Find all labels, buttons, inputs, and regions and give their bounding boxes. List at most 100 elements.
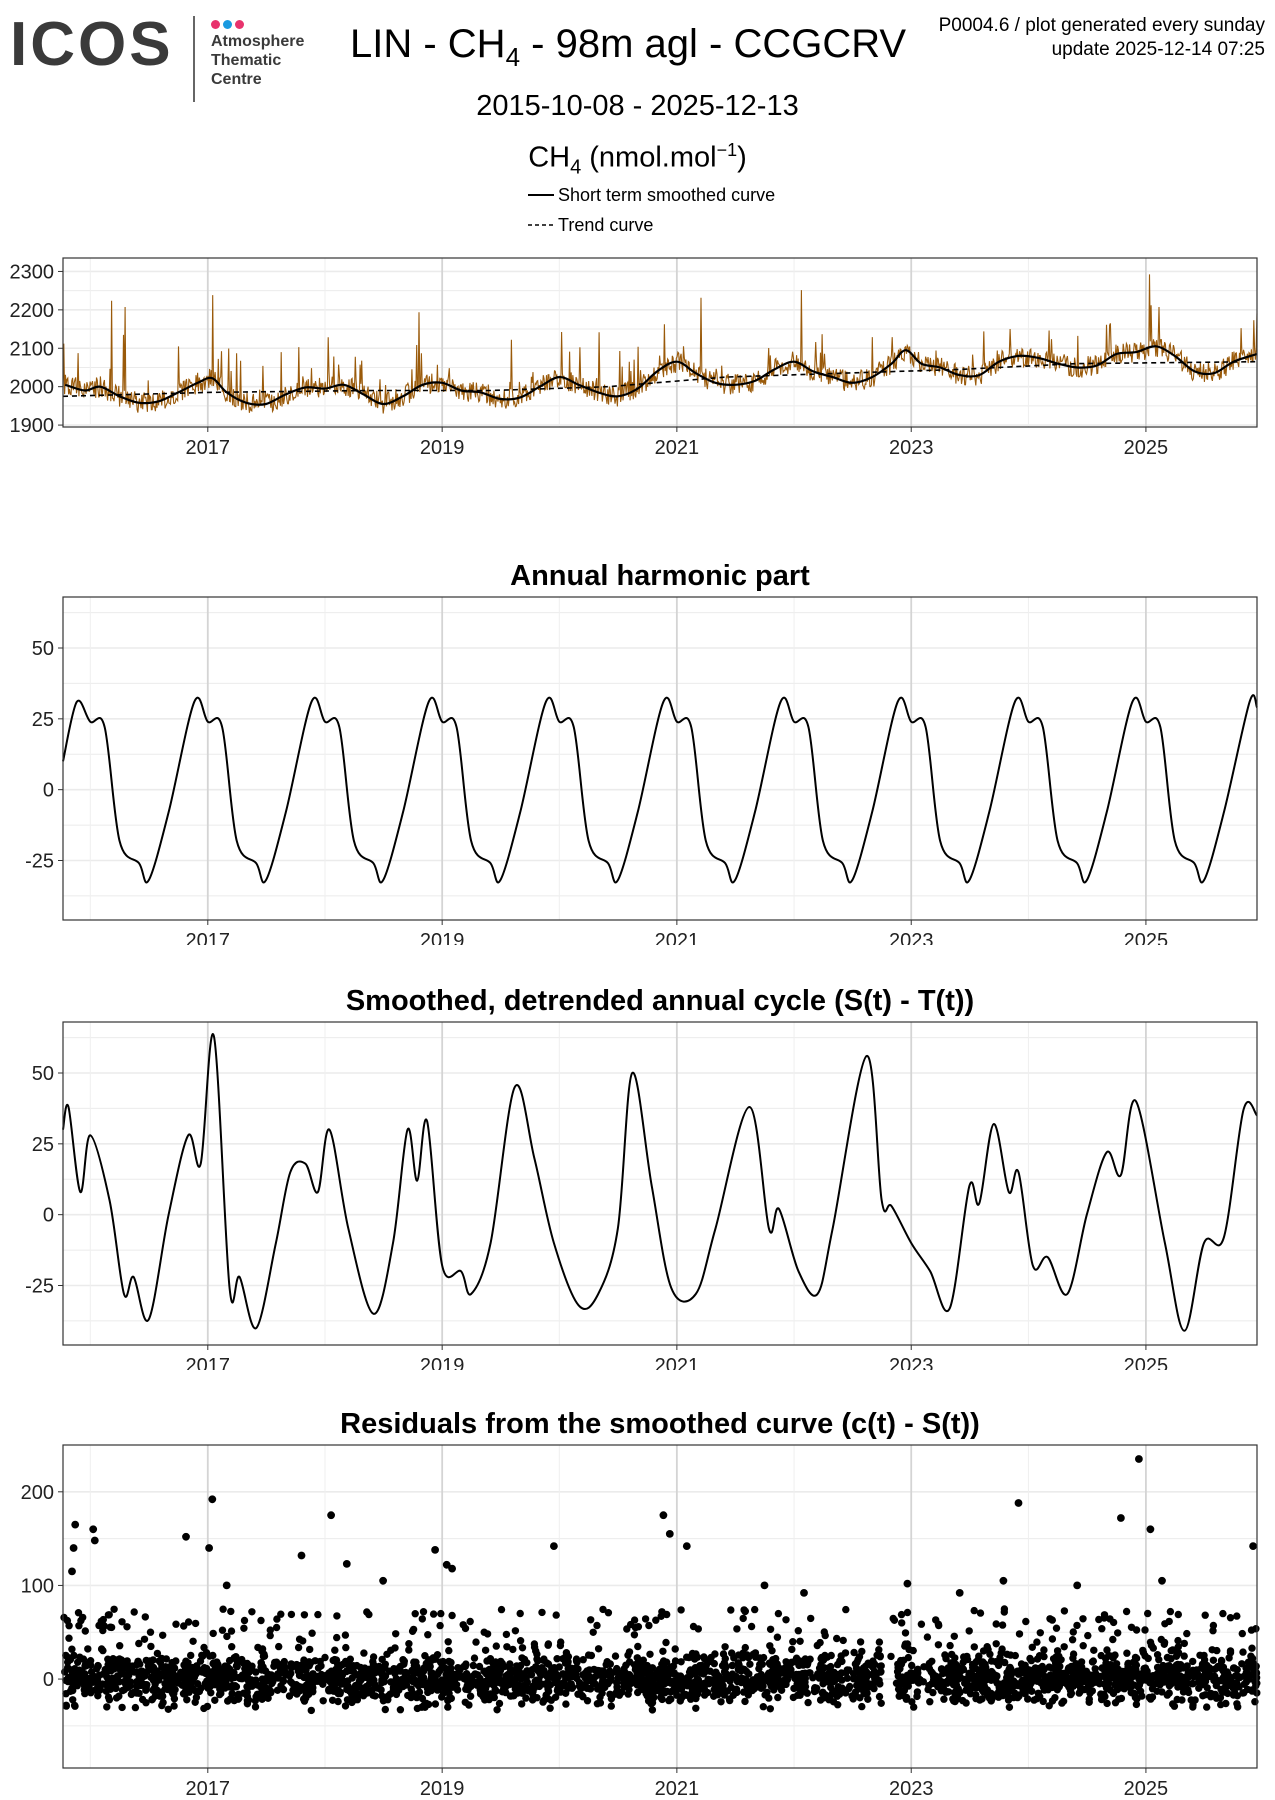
residual-point [530, 1640, 539, 1648]
residual-point [834, 1670, 843, 1679]
residual-outlier-point [1135, 1455, 1143, 1463]
residual-point [982, 1663, 990, 1672]
residual-point [599, 1676, 607, 1685]
residual-point [986, 1650, 994, 1658]
residual-point [693, 1653, 702, 1661]
residual-point [1014, 1670, 1023, 1678]
residual-point [535, 1682, 544, 1691]
residual-point [587, 1651, 596, 1660]
residual-point [438, 1693, 446, 1701]
residual-point [360, 1649, 368, 1657]
residual-point [841, 1689, 850, 1697]
residual-point [877, 1662, 885, 1670]
residual-point [983, 1643, 991, 1651]
residual-point [266, 1626, 274, 1634]
legend-label-smooth: Short term smoothed curve [558, 184, 776, 205]
residual-point [567, 1682, 575, 1691]
residual-point [657, 1687, 666, 1696]
y-tick-label: 2100 [10, 338, 55, 360]
residual-point [407, 1693, 415, 1702]
residual-point [447, 1679, 455, 1687]
residual-outlier-point [955, 1589, 964, 1597]
residual-point [720, 1668, 729, 1676]
residual-point [103, 1703, 111, 1711]
residual-point [660, 1677, 668, 1686]
residual-point [540, 1697, 548, 1705]
residual-point [954, 1675, 962, 1683]
residual-point [233, 1658, 242, 1667]
x-tick-label: 2023 [889, 437, 934, 459]
residual-point [380, 1678, 388, 1686]
residual-point [257, 1682, 265, 1691]
residual-point [635, 1661, 644, 1670]
residual-point [353, 1696, 362, 1704]
y-axis-label: CH4 (nmol.mol−1) [0, 140, 1275, 179]
residual-point [986, 1673, 995, 1682]
residual-outlier-point [205, 1544, 214, 1552]
residual-point [606, 1660, 614, 1668]
residual-point [1189, 1679, 1197, 1688]
residual-point [1008, 1682, 1016, 1690]
meta-info: P0004.6 / plot generated every sunday up… [939, 14, 1265, 62]
residual-point [1089, 1674, 1097, 1683]
residual-point [193, 1680, 202, 1688]
residual-point [617, 1669, 625, 1677]
residual-point [790, 1658, 798, 1666]
residual-point [128, 1662, 136, 1670]
residual-point [1023, 1668, 1031, 1676]
residual-point [183, 1696, 191, 1704]
residual-point [901, 1642, 909, 1650]
residual-point [529, 1682, 537, 1690]
residual-point [1126, 1683, 1134, 1692]
residual-outlier-point [327, 1511, 335, 1520]
residual-point [908, 1661, 916, 1670]
residual-outlier-point [1158, 1576, 1166, 1585]
residual-point [579, 1693, 587, 1701]
residual-point [345, 1661, 353, 1669]
residual-point [240, 1624, 248, 1632]
residual-point [1090, 1646, 1098, 1654]
residual-point [1243, 1685, 1252, 1694]
residual-point [1071, 1671, 1080, 1679]
residual-point [419, 1680, 427, 1689]
residual-point [215, 1690, 224, 1699]
residual-point [1168, 1646, 1177, 1654]
residual-point [71, 1702, 79, 1710]
residual-point [960, 1675, 969, 1684]
residual-point [399, 1682, 407, 1691]
residual-point [850, 1648, 858, 1657]
residual-point [1144, 1654, 1152, 1663]
residual-point [1045, 1663, 1053, 1671]
residual-point [939, 1678, 947, 1686]
residual-point [123, 1623, 131, 1631]
x-tick-label: 2023 [889, 1355, 934, 1370]
residual-point [230, 1696, 238, 1705]
residual-point [779, 1677, 787, 1685]
residual-point [1051, 1658, 1060, 1667]
residual-point [81, 1660, 90, 1669]
residual-point [80, 1686, 89, 1694]
residual-point [399, 1656, 407, 1664]
residual-point [794, 1627, 802, 1635]
residual-point [646, 1650, 654, 1658]
residual-point [807, 1614, 815, 1623]
residual-point [248, 1608, 256, 1616]
residual-point [1246, 1663, 1254, 1671]
residual-point [1074, 1665, 1082, 1673]
residual-point [559, 1655, 567, 1663]
residual-point [432, 1678, 441, 1686]
residual-point [932, 1616, 940, 1624]
y-tick-label: 25 [32, 1134, 54, 1156]
residual-point [664, 1671, 672, 1679]
residual-point [959, 1696, 967, 1705]
residual-point [551, 1693, 560, 1701]
residual-point [191, 1619, 200, 1628]
residual-point [146, 1657, 154, 1665]
residual-point [1169, 1700, 1177, 1708]
residual-point [258, 1695, 266, 1703]
residual-outlier-point [1146, 1525, 1155, 1534]
residual-point [411, 1610, 419, 1618]
residual-point [271, 1658, 279, 1667]
residual-point [571, 1670, 580, 1679]
residual-point [987, 1697, 995, 1705]
